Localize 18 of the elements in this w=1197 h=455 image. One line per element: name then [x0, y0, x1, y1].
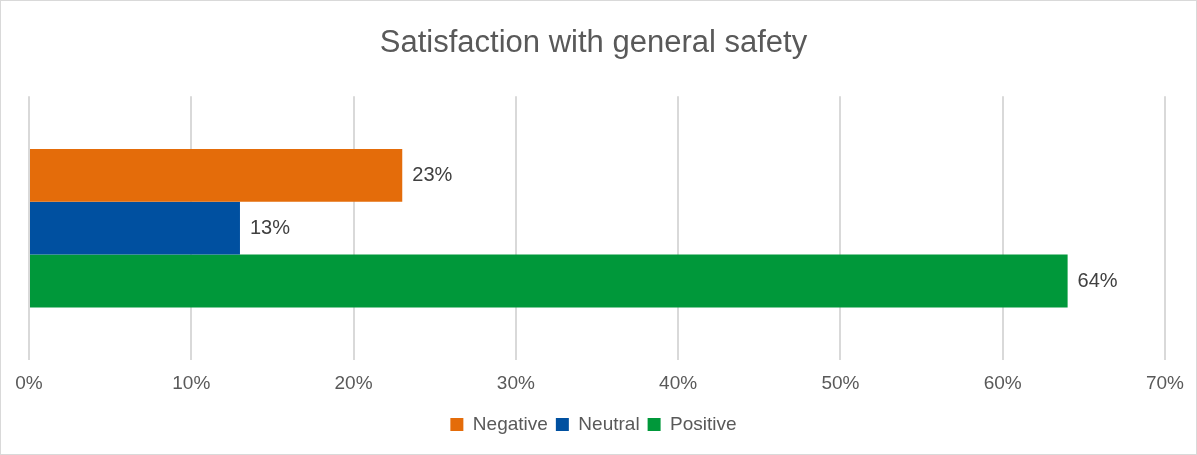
x-tick-label: 50% [821, 371, 860, 393]
chart-title: Satisfaction with general safety [379, 24, 808, 60]
legend-label: Positive [670, 412, 737, 434]
bar [30, 149, 403, 202]
data-label: 23% [412, 162, 453, 185]
bar [30, 201, 240, 255]
bar [30, 254, 1068, 308]
x-tick-label: 30% [496, 371, 535, 393]
x-tick-label: 40% [659, 371, 698, 393]
x-tick-label: 20% [334, 371, 373, 393]
data-label: 13% [249, 215, 291, 238]
legend-label: Negative [472, 412, 548, 434]
legend-label: Neutral [578, 412, 640, 434]
x-tick-label: 70% [1145, 371, 1185, 393]
x-tick-label: 0% [15, 371, 43, 393]
data-label: 64% [1077, 268, 1118, 291]
x-tick-label: 10% [172, 371, 211, 393]
x-tick-label: 60% [983, 371, 1022, 393]
